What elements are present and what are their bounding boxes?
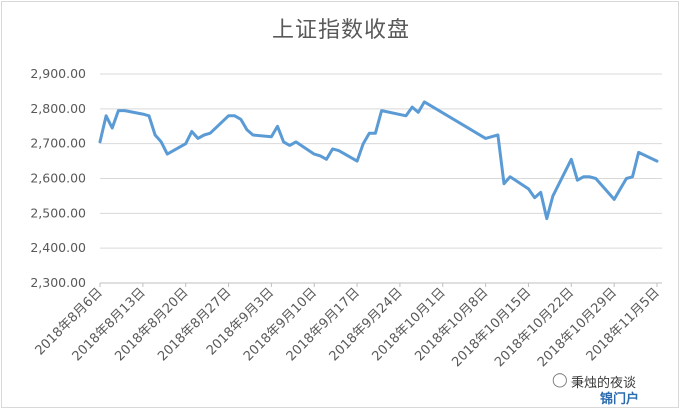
x-tick-label: 2018年9月24日 — [327, 285, 406, 364]
series-line — [98, 100, 659, 221]
y-tick-label: 2,300.00 — [30, 275, 86, 290]
x-axis-ticks: 2018年8月6日2018年8月13日2018年8月20日2018年8月27日2… — [33, 283, 663, 370]
x-tick-label: 2018年8月27日 — [155, 285, 234, 364]
x-tick-label: 2018年8月13日 — [70, 285, 149, 364]
y-tick-label: 2,900.00 — [30, 66, 86, 81]
x-tick-label: 2018年10月8日 — [412, 285, 491, 364]
x-tick-label: 2018年9月17日 — [284, 285, 363, 364]
gridlines — [100, 73, 662, 284]
x-tick-label: 2018年10月15日 — [449, 285, 534, 370]
x-tick-label: 2018年10月29日 — [535, 285, 620, 370]
x-tick-label: 2018年11月5日 — [584, 285, 663, 364]
watermark-caption: 秉烛的夜谈 — [571, 376, 637, 391]
x-tick-label: 2018年10月22日 — [492, 285, 577, 370]
x-tick-label: 2018年8月20日 — [112, 285, 191, 364]
y-tick-label: 2,500.00 — [30, 205, 86, 220]
x-tick-label: 2018年9月10日 — [241, 285, 320, 364]
y-axis-ticks: 2,300.00 2,400.00 2,500.00 2,600.00 2,700.00… — [30, 66, 86, 290]
series-layer — [98, 100, 659, 221]
y-tick-label: 2,600.00 — [30, 171, 86, 186]
y-tick-label: 2,800.00 — [30, 101, 86, 116]
chat-bubble-icon: ◯ — [552, 372, 568, 388]
x-tick-label: 2018年10月1日 — [369, 285, 448, 364]
chart-title: 上证指数收盘 — [271, 18, 410, 43]
watermark-logo: 锦门户 — [600, 392, 640, 407]
y-tick-label: 2,700.00 — [30, 136, 86, 151]
y-tick-label: 2,400.00 — [30, 240, 86, 255]
